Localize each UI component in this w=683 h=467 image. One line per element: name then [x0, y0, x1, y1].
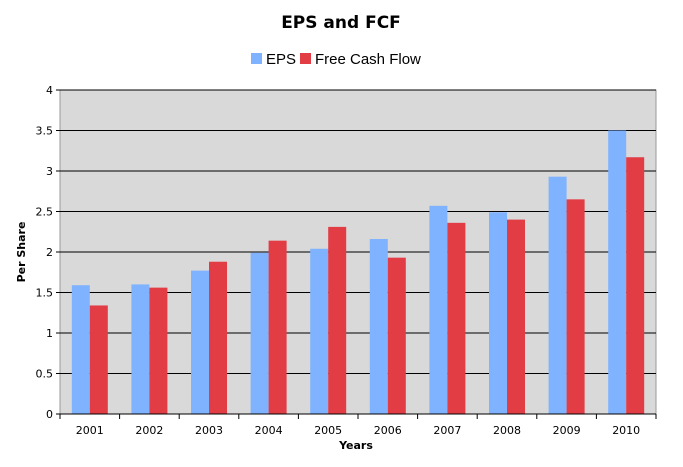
bar-fcf-2009 [566, 199, 585, 414]
bar-eps-2004 [250, 252, 269, 414]
y-tick-label: 4 [46, 84, 53, 97]
bar-fcf-2002 [149, 287, 168, 414]
y-tick-label: 0 [46, 408, 53, 421]
x-axis-ticks: 2001 2002 2003 2004 2005 2006 2007 2008 2009 2010 [59, 413, 657, 437]
bar-eps-2002 [131, 284, 150, 414]
chart-title: EPS and FCF [281, 13, 401, 33]
y-tick-label: 2.5 [36, 206, 54, 219]
x-tick-label: 2002 [135, 424, 163, 437]
y-tick-label: 2 [46, 246, 53, 259]
bar-eps-2006 [369, 239, 388, 414]
bar-eps-2003 [191, 270, 209, 414]
bar-fcf-2005 [328, 226, 347, 414]
y-axis-title: Per Share [15, 222, 28, 283]
bar-fcf-2004 [268, 240, 287, 414]
x-tick-label: 2003 [195, 424, 223, 437]
y-tick-label: 3 [46, 165, 53, 178]
x-tick-label: 2001 [76, 424, 104, 437]
legend: EPS Free Cash Flow [251, 51, 421, 68]
bar-eps-2009 [548, 176, 567, 414]
legend-swatch-fcf [300, 53, 311, 64]
x-axis-title: Years [338, 439, 373, 452]
y-tick-label: 1 [46, 327, 53, 340]
x-tick-label: 2004 [255, 424, 283, 437]
x-tick-label: 2008 [493, 424, 521, 437]
x-tick-label: 2005 [314, 424, 342, 437]
x-tick-label: 2010 [612, 424, 640, 437]
bar-fcf-2007 [447, 222, 466, 414]
bar-fcf-2008 [507, 219, 525, 414]
bar-eps-2007 [429, 205, 448, 414]
legend-swatch-eps [251, 53, 262, 64]
y-tick-label: 0.5 [36, 368, 54, 381]
y-axis-ticks: 0 0.5 1 1.5 2 2.5 3 3.5 4 [36, 84, 60, 421]
bar-eps-2001 [71, 285, 90, 414]
bar-eps-2010 [608, 130, 627, 414]
x-tick-label: 2007 [433, 424, 461, 437]
legend-label-eps: EPS [266, 51, 296, 68]
x-tick-label: 2009 [553, 424, 581, 437]
legend-label-fcf: Free Cash Flow [315, 51, 421, 68]
bar-fcf-2003 [209, 261, 227, 414]
x-tick-label: 2006 [374, 424, 402, 437]
bar-fcf-2010 [626, 157, 645, 415]
y-tick-label: 1.5 [36, 287, 54, 300]
bar-eps-2008 [489, 212, 507, 414]
y-tick-label: 3.5 [36, 125, 54, 138]
bar-fcf-2001 [89, 305, 108, 414]
bar-eps-2005 [310, 248, 329, 414]
bars [71, 130, 645, 415]
bar-fcf-2006 [387, 257, 406, 414]
